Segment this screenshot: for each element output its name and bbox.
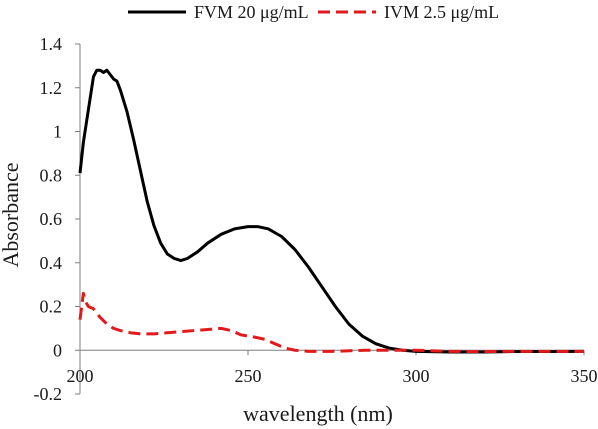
y-tick-label: 0 xyxy=(53,340,62,360)
series-line-fvm xyxy=(78,68,585,354)
legend-label-fvm: FVM 20 μg/mL xyxy=(194,2,309,22)
axes: -0.2 0 0.2 0.4 0.6 0.8 1 1.2 1.4 200 250 300 350 xyxy=(34,34,598,404)
y-tick-label: 0.4 xyxy=(40,253,63,273)
x-tick-label: 350 xyxy=(571,366,598,386)
y-tick-label: -0.2 xyxy=(34,384,63,404)
x-tick-label: 200 xyxy=(67,366,94,386)
y-tick-label: 0.6 xyxy=(40,209,63,229)
y-tick-label: 0.2 xyxy=(40,297,63,317)
legend: FVM 20 μg/mL IVM 2.5 μg/mL xyxy=(128,2,499,22)
y-tick-label: 1.2 xyxy=(40,78,63,98)
y-tick-label: 1 xyxy=(53,122,62,142)
x-tick-label: 300 xyxy=(403,366,430,386)
y-tick-label: 0.8 xyxy=(40,165,63,185)
x-axis-title: wavelength (nm) xyxy=(243,401,393,426)
y-axis-title: Absorbance xyxy=(0,162,23,267)
x-tick-label: 250 xyxy=(235,366,262,386)
legend-label-ivm: IVM 2.5 μg/mL xyxy=(384,2,499,22)
series-layer xyxy=(78,68,585,354)
y-tick-label: 1.4 xyxy=(40,34,63,54)
series-line-ivm xyxy=(78,291,584,354)
